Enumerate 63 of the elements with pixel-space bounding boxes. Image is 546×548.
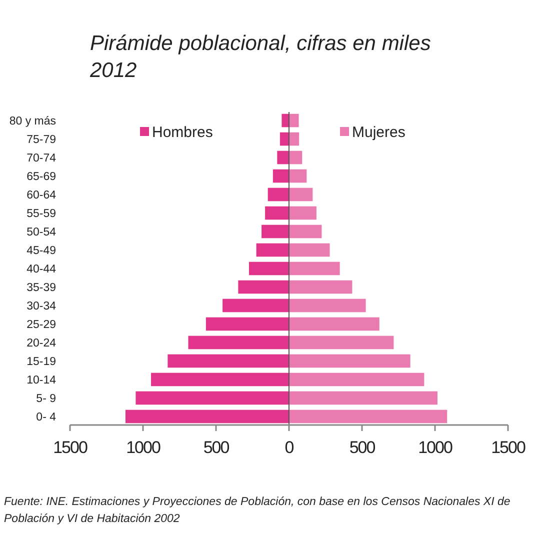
bar (256, 243, 289, 257)
bar (289, 132, 300, 146)
y-tick-label: 15-19 (26, 356, 56, 368)
x-tick-label: 500 (349, 438, 376, 457)
bar (222, 298, 289, 312)
x-tick-label: 1000 (126, 438, 160, 457)
bar (289, 410, 448, 424)
y-tick-label: 40-44 (26, 264, 57, 276)
x-tick-label: 1000 (418, 438, 452, 457)
legend-label: Hombres (152, 124, 213, 141)
bar (136, 391, 289, 405)
source-note: Fuente: INE. Estimaciones y Proyecciones de Población, con base en los Censos Nacionales XI de Población y VI de Habitación 2002 (4, 495, 512, 527)
bar (289, 391, 438, 405)
bar (289, 372, 424, 386)
bar (289, 262, 340, 276)
bar (238, 280, 289, 294)
bar (168, 354, 289, 368)
bar (289, 224, 322, 238)
bar (282, 114, 289, 128)
y-tick-label: 60-64 (26, 190, 57, 202)
bar (289, 114, 299, 128)
bar (289, 169, 307, 183)
y-tick-label: 75-79 (26, 134, 56, 146)
bar (265, 206, 289, 220)
x-tick-label: 1500 (53, 438, 88, 457)
y-tick-label: 65-69 (26, 171, 56, 184)
bar (280, 132, 289, 146)
bar (272, 169, 289, 183)
bar (268, 188, 289, 202)
bar (248, 262, 289, 276)
x-tick-label: 500 (203, 438, 230, 457)
bar (206, 317, 289, 331)
bar (125, 410, 289, 424)
y-tick-label: 0- 4 (36, 411, 57, 424)
y-tick-label: 80 y más (9, 116, 56, 128)
y-tick-label: 10-14 (26, 374, 57, 386)
x-tick-label: 1500 (491, 438, 526, 457)
bar (289, 206, 316, 220)
y-tick-label: 30-34 (26, 300, 57, 312)
legend-label: Mujeres (352, 124, 406, 141)
y-tick-label: 70-74 (26, 152, 57, 165)
bar (289, 150, 302, 164)
bar (289, 317, 380, 331)
bar (188, 336, 289, 350)
x-tick-label: 0 (284, 438, 294, 457)
y-tick-label: 20-24 (26, 337, 57, 350)
bar (289, 280, 352, 294)
y-tick-label: 35-39 (26, 282, 56, 294)
bar (262, 224, 289, 238)
chart-title: Pirámide poblacional, cifras en miles (90, 32, 432, 55)
bar (289, 188, 313, 202)
chart-subtitle: 2012 (89, 59, 138, 82)
bar (289, 354, 410, 368)
y-tick-label: 25-29 (26, 318, 56, 331)
y-tick-label: 55-59 (26, 208, 56, 220)
bar (277, 150, 289, 164)
y-tick-label: 50-54 (26, 226, 57, 238)
y-tick-label: 5- 9 (36, 392, 56, 405)
bar (289, 243, 330, 257)
bar (289, 336, 394, 350)
y-tick-label: 45-49 (26, 245, 56, 257)
bar (289, 298, 366, 312)
bar (151, 372, 289, 386)
